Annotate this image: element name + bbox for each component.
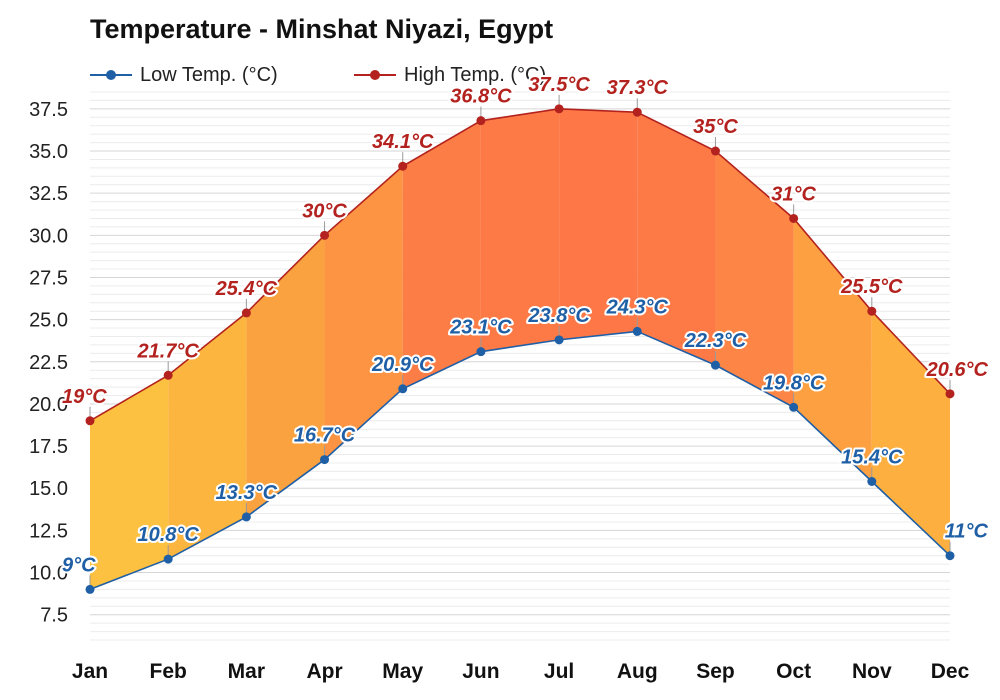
data-point-high-mar[interactable] — [241, 308, 251, 318]
x-tick-label-jan: Jan — [72, 660, 108, 683]
data-point-high-sep[interactable] — [710, 146, 720, 156]
y-tick-label: 10.0 — [29, 563, 68, 585]
x-tick-label-mar: Mar — [228, 660, 265, 683]
x-tick-label-jun: Jun — [462, 660, 499, 683]
x-tick-label-jul: Jul — [544, 660, 574, 683]
data-label-low-jun: 23.1°C — [449, 317, 512, 339]
y-tick-label: 22.5 — [29, 352, 68, 374]
x-tick-label-apr: Apr — [306, 660, 342, 683]
x-tick-label-sep: Sep — [696, 660, 735, 683]
data-point-high-feb[interactable] — [163, 370, 173, 380]
band-segment-mar — [246, 235, 325, 517]
y-tick-label: 7.5 — [40, 605, 68, 627]
data-label-high-aug: 37.3°C — [607, 77, 669, 99]
data-point-low-mar[interactable] — [241, 512, 251, 522]
data-label-low-sep: 22.3°C — [684, 330, 747, 352]
data-point-high-oct[interactable] — [789, 213, 799, 223]
legend-swatch-low — [90, 70, 132, 80]
band-segment-oct — [793, 218, 872, 482]
data-label-high-feb: 21.7°C — [136, 340, 199, 362]
data-label-high-nov: 25.5°C — [840, 276, 903, 298]
data-point-low-oct[interactable] — [789, 402, 799, 412]
data-label-high-may: 34.1°C — [372, 131, 434, 153]
band-segment-apr — [324, 166, 403, 460]
data-label-high-sep: 35°C — [693, 116, 738, 138]
x-tick-label-may: May — [382, 660, 423, 683]
data-point-high-aug[interactable] — [632, 107, 642, 117]
band-segment-may — [402, 120, 481, 389]
y-tick-label: 12.5 — [29, 520, 68, 542]
series-line-high — [89, 108, 951, 422]
data-label-high-mar: 25.4°C — [215, 278, 278, 300]
data-label-low-apr: 16.7°C — [294, 425, 356, 447]
data-point-low-jan[interactable] — [85, 584, 95, 594]
data-label-high-dec: 20.6°C — [926, 359, 989, 381]
y-tick-label: 17.5 — [29, 436, 68, 458]
legend-label-high: High Temp. (°C) — [404, 63, 547, 86]
y-tick-label: 15.0 — [29, 478, 68, 500]
data-point-low-sep[interactable] — [710, 360, 720, 370]
legend-label-low: Low Temp. (°C) — [140, 63, 278, 86]
data-label-low-jan: 9°C — [62, 554, 96, 576]
x-tick-label-aug: Aug — [617, 660, 658, 683]
legend-swatch-high — [354, 70, 396, 80]
legend-item-low[interactable]: Low Temp. (°C) — [88, 60, 278, 90]
x-tick-label-oct: Oct — [776, 660, 811, 683]
data-label-low-aug: 24.3°C — [606, 296, 669, 318]
chart-title: Temperature - Minshat Niyazi, Egypt — [90, 14, 554, 44]
data-point-low-aug[interactable] — [632, 326, 642, 336]
data-point-high-jun[interactable] — [476, 116, 486, 126]
y-tick-label: 27.5 — [29, 267, 68, 289]
y-tick-label: 32.5 — [29, 183, 68, 205]
band-segment-jun — [480, 108, 560, 352]
band-segment-aug — [637, 112, 716, 366]
y-tick-label: 25.0 — [29, 310, 68, 332]
data-point-low-apr[interactable] — [320, 455, 330, 465]
data-point-high-nov[interactable] — [867, 306, 877, 316]
band-segment-feb — [168, 312, 247, 560]
legend-item-high[interactable]: High Temp. (°C) — [352, 60, 546, 90]
data-point-low-jul[interactable] — [554, 335, 564, 345]
data-label-low-may: 20.9°C — [371, 354, 434, 376]
band-segment-jan — [90, 375, 169, 590]
data-label-high-jan: 19°C — [62, 386, 107, 408]
y-tick-label: 35.0 — [29, 141, 68, 163]
band-segment-jul — [559, 108, 638, 340]
y-tick-label: 20.0 — [29, 394, 68, 416]
data-point-low-dec[interactable] — [945, 551, 955, 561]
x-tick-label-feb: Feb — [150, 660, 187, 683]
data-label-high-oct: 31°C — [771, 183, 816, 205]
x-tick-label-dec: Dec — [931, 660, 970, 683]
data-point-high-jan[interactable] — [85, 416, 95, 426]
data-point-high-apr[interactable] — [320, 230, 330, 240]
data-label-high-apr: 30°C — [302, 200, 347, 222]
data-label-high-jun: 36.8°C — [450, 86, 512, 108]
data-label-low-mar: 13.3°C — [216, 482, 278, 504]
y-tick-label: 30.0 — [29, 225, 68, 247]
data-point-low-feb[interactable] — [163, 554, 173, 564]
data-label-low-feb: 10.8°C — [137, 524, 199, 546]
y-tick-label: 37.5 — [29, 99, 68, 121]
data-point-high-may[interactable] — [398, 161, 408, 171]
data-label-high-jul: 37.5°C — [528, 74, 590, 96]
x-tick-label-nov: Nov — [852, 660, 892, 683]
data-label-low-jul: 23.8°C — [527, 305, 590, 327]
band-segment-nov — [871, 311, 950, 556]
data-label-low-nov: 15.4°C — [841, 447, 903, 469]
band-segment-sep — [715, 151, 794, 408]
data-label-low-dec: 11°C — [945, 521, 989, 543]
data-point-high-jul[interactable] — [554, 104, 564, 114]
data-point-low-nov[interactable] — [867, 477, 877, 487]
data-point-low-may[interactable] — [398, 384, 408, 394]
series-line-low — [89, 330, 951, 591]
data-label-low-oct: 19.8°C — [763, 372, 825, 394]
data-point-high-dec[interactable] — [945, 389, 955, 399]
data-point-low-jun[interactable] — [476, 347, 486, 357]
